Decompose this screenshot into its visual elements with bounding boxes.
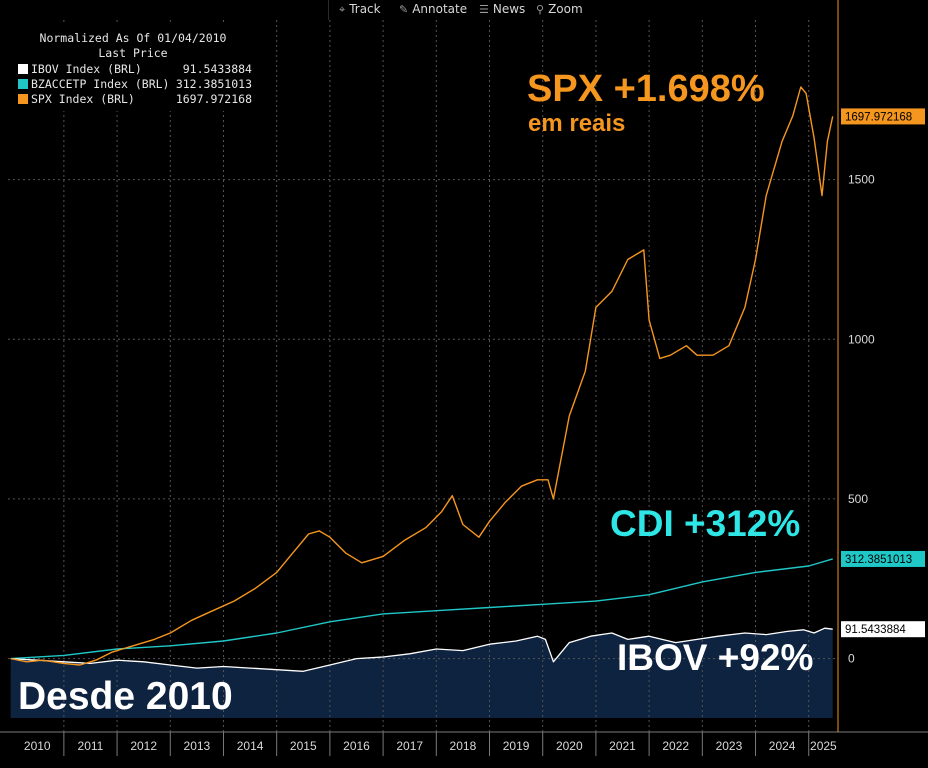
- zoom-button[interactable]: ⚲ Zoom: [533, 1, 586, 18]
- x-tick-label-2014: 2014: [237, 739, 264, 753]
- x-tick-label-2020: 2020: [556, 739, 583, 753]
- legend-spx-value: 1697.972168: [175, 92, 252, 106]
- news-button[interactable]: ☰ News: [476, 1, 528, 18]
- pencil-icon: ✎: [399, 3, 409, 16]
- spx-last-price-tag: 1697.972168: [845, 111, 912, 123]
- x-tick-label-2022: 2022: [662, 739, 689, 753]
- ibov-series-line: [10, 627, 833, 672]
- track-label: Track: [349, 2, 381, 16]
- y-tick-label-1000: 1000: [848, 332, 875, 346]
- x-tick-label-2019: 2019: [503, 739, 530, 753]
- cdi-swatch: [18, 79, 28, 89]
- spx-series-line: [10, 86, 834, 666]
- chart-toolbar: ⌖ Track ✎ Annotate ☰ News ⚲ Zoom: [0, 0, 928, 20]
- ibov-last-price-tag-bg: [841, 621, 925, 638]
- magnifier-icon: ⚲: [536, 3, 545, 16]
- legend-item-cdi[interactable]: BZACCETP Index (BRL) 312.3851013: [18, 77, 252, 91]
- legend-ibov-value: 91.5433884: [182, 62, 252, 76]
- toolbar-divider: [328, 0, 329, 20]
- annotate-button[interactable]: ✎ Annotate: [396, 1, 470, 18]
- x-tick-label-2012: 2012: [130, 739, 157, 753]
- x-tick-label-2017: 2017: [396, 739, 423, 753]
- spx-swatch: [18, 94, 28, 104]
- x-tick-label-2025: 2025: [810, 739, 837, 753]
- ibov-last-price-tag: 91.5433884: [845, 624, 906, 636]
- legend-cdi-value: 312.3851013: [175, 77, 252, 91]
- x-tick-label-2011: 2011: [78, 739, 104, 753]
- x-tick-label-2013: 2013: [184, 739, 211, 753]
- legend-subtitle: Last Price: [98, 46, 168, 60]
- spx-last-price-tag-bg: [841, 108, 925, 125]
- ibov-area-fill: [10, 628, 833, 718]
- news-label: News: [492, 2, 526, 16]
- legend-item-ibov[interactable]: IBOV Index (BRL) 91.5433884: [18, 62, 252, 76]
- period-label: Desde 2010: [18, 675, 233, 718]
- legend-spx-name: SPX Index (BRL): [31, 92, 135, 106]
- cdi-annotation: CDI +312%: [610, 503, 801, 544]
- chart-legend: Normalized As Of 01/04/2010 Last Price I…: [10, 25, 256, 111]
- news-icon: ☰: [479, 3, 489, 16]
- annotate-label: Annotate: [412, 2, 468, 16]
- cdi-last-price-tag: 312.3851013: [845, 554, 912, 566]
- legend-item-spx[interactable]: SPX Index (BRL) 1697.972168: [18, 92, 252, 106]
- track-button[interactable]: ⌖ Track: [336, 1, 384, 18]
- y-tick-label-500: 500: [848, 492, 868, 506]
- x-tick-label-2018: 2018: [450, 739, 477, 753]
- cdi-last-price-tag-bg: [841, 550, 925, 567]
- legend-title: Normalized As Of 01/04/2010: [39, 31, 227, 45]
- y-tick-label-0: 0: [848, 652, 855, 666]
- x-tick-label-2021: 2021: [609, 739, 636, 753]
- cdi-series-line: [10, 558, 833, 660]
- ibov-swatch: [18, 64, 28, 74]
- zoom-label: Zoom: [548, 2, 583, 16]
- x-tick-label-2010: 2010: [24, 739, 51, 753]
- y-tick-label-1500: 1500: [848, 173, 875, 187]
- legend-ibov-name: IBOV Index (BRL): [31, 62, 142, 76]
- x-tick-label-2024: 2024: [769, 739, 796, 753]
- x-tick-label-2023: 2023: [716, 739, 743, 753]
- spx-annotation: SPX +1.698%: [527, 68, 765, 110]
- spx-subannotation: em reais: [528, 110, 626, 137]
- ibov-annotation: IBOV +92%: [617, 637, 814, 678]
- x-tick-label-2015: 2015: [290, 739, 317, 753]
- x-tick-label-2016: 2016: [343, 739, 370, 753]
- crosshair-icon: ⌖: [339, 3, 346, 16]
- legend-cdi-name: BZACCETP Index (BRL): [31, 77, 170, 91]
